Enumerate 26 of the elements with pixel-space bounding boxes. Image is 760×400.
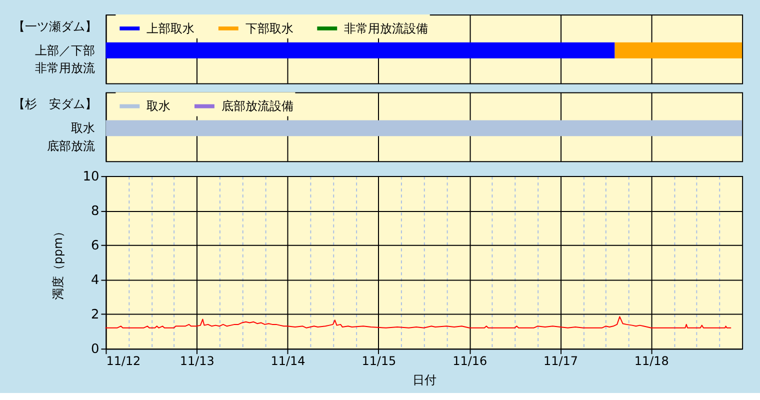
x-tick-label: 11/17 [544, 354, 578, 368]
y-axis-title: 濁度（ppm） [50, 225, 65, 300]
legend-label: 取水 [146, 99, 171, 114]
y-tick-label: 取水 [71, 121, 96, 136]
legend-label: 下部取水 [245, 21, 294, 36]
x-tick-label: 11/14 [270, 354, 306, 368]
y-tick-label: 6 [90, 238, 100, 254]
x-tick-label: 11/16 [452, 354, 488, 368]
y-tick-label: 0 [90, 342, 100, 358]
x-tick-label: 11/13 [180, 354, 214, 368]
x-axis-title: 日付 [412, 373, 436, 388]
y-tick-label: 底部放流 [47, 138, 96, 153]
legend-label: 底部放流設備 [221, 99, 294, 114]
x-tick-label: 11/12 [106, 354, 141, 368]
y-tick-label: 10 [82, 170, 100, 185]
x-tick-label: 11/18 [634, 354, 669, 368]
x-tick-label: 11/15 [362, 354, 396, 368]
legend-label: 上部取水 [146, 21, 195, 36]
legend-label: 非常用放流設備 [344, 21, 428, 36]
y-tick-label: 8 [90, 204, 100, 220]
y-tick-label: 2 [90, 308, 100, 323]
y-tick-label: 4 [90, 273, 100, 288]
chart-title: 【一ツ瀬ダム】 [12, 19, 97, 34]
y-tick-label: 非常用放流 [35, 60, 96, 75]
chart-title: 【杉 安ダム】 [12, 97, 97, 112]
y-tick-label: 上部／下部 [35, 43, 96, 58]
